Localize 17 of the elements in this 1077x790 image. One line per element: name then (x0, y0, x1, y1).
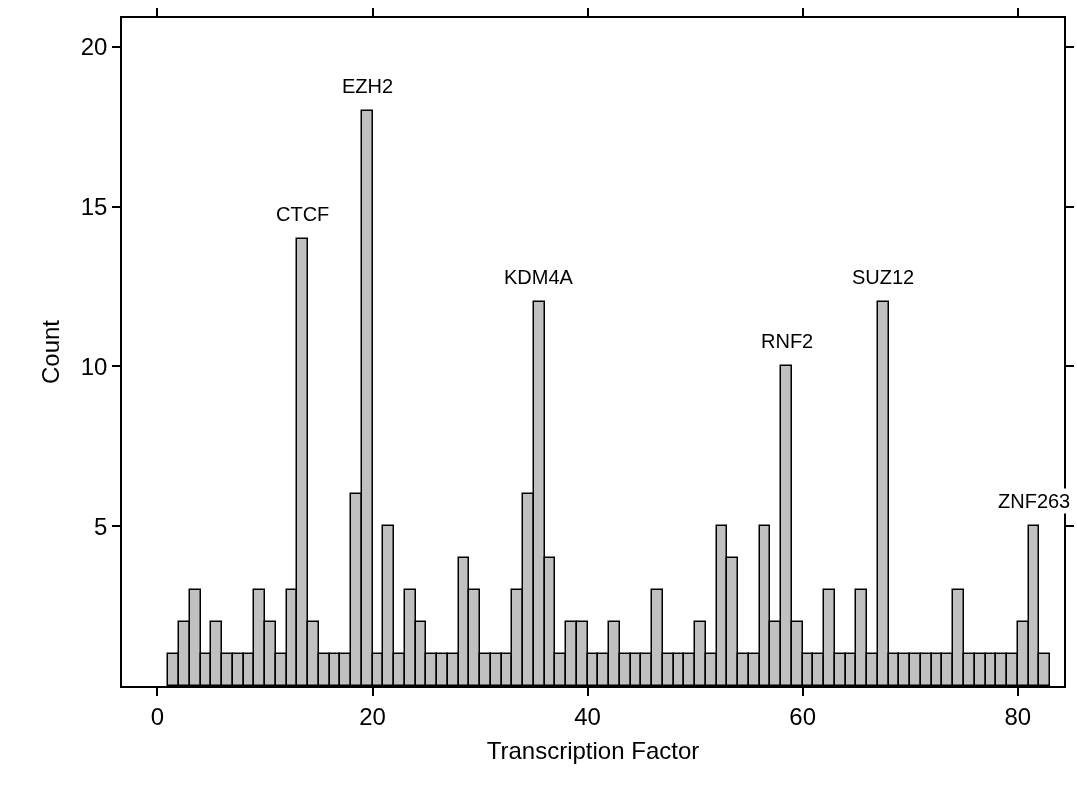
annotation: ZNF263 (998, 490, 1071, 512)
y-tick-label: 5 (94, 512, 108, 540)
annotation: SUZ12 (852, 266, 915, 288)
x-tick-label: 40 (574, 702, 601, 730)
x-axis-title: Transcription Factor (486, 737, 700, 765)
x-tick-label: 20 (359, 702, 386, 730)
y-tick-label: 15 (80, 192, 108, 220)
annotation: RNF2 (761, 330, 814, 352)
y-tick-label: 10 (80, 352, 108, 380)
annotation: CTCF (276, 203, 330, 225)
x-tick-label: 80 (1004, 702, 1032, 730)
annotation: EZH2 (342, 75, 394, 97)
x-tick-label: 60 (789, 702, 817, 730)
annotation: KDM4A (504, 266, 574, 288)
y-axis-title: Count (37, 319, 65, 385)
y-tick-label: 20 (80, 33, 108, 61)
x-tick-label: 0 (150, 702, 165, 730)
